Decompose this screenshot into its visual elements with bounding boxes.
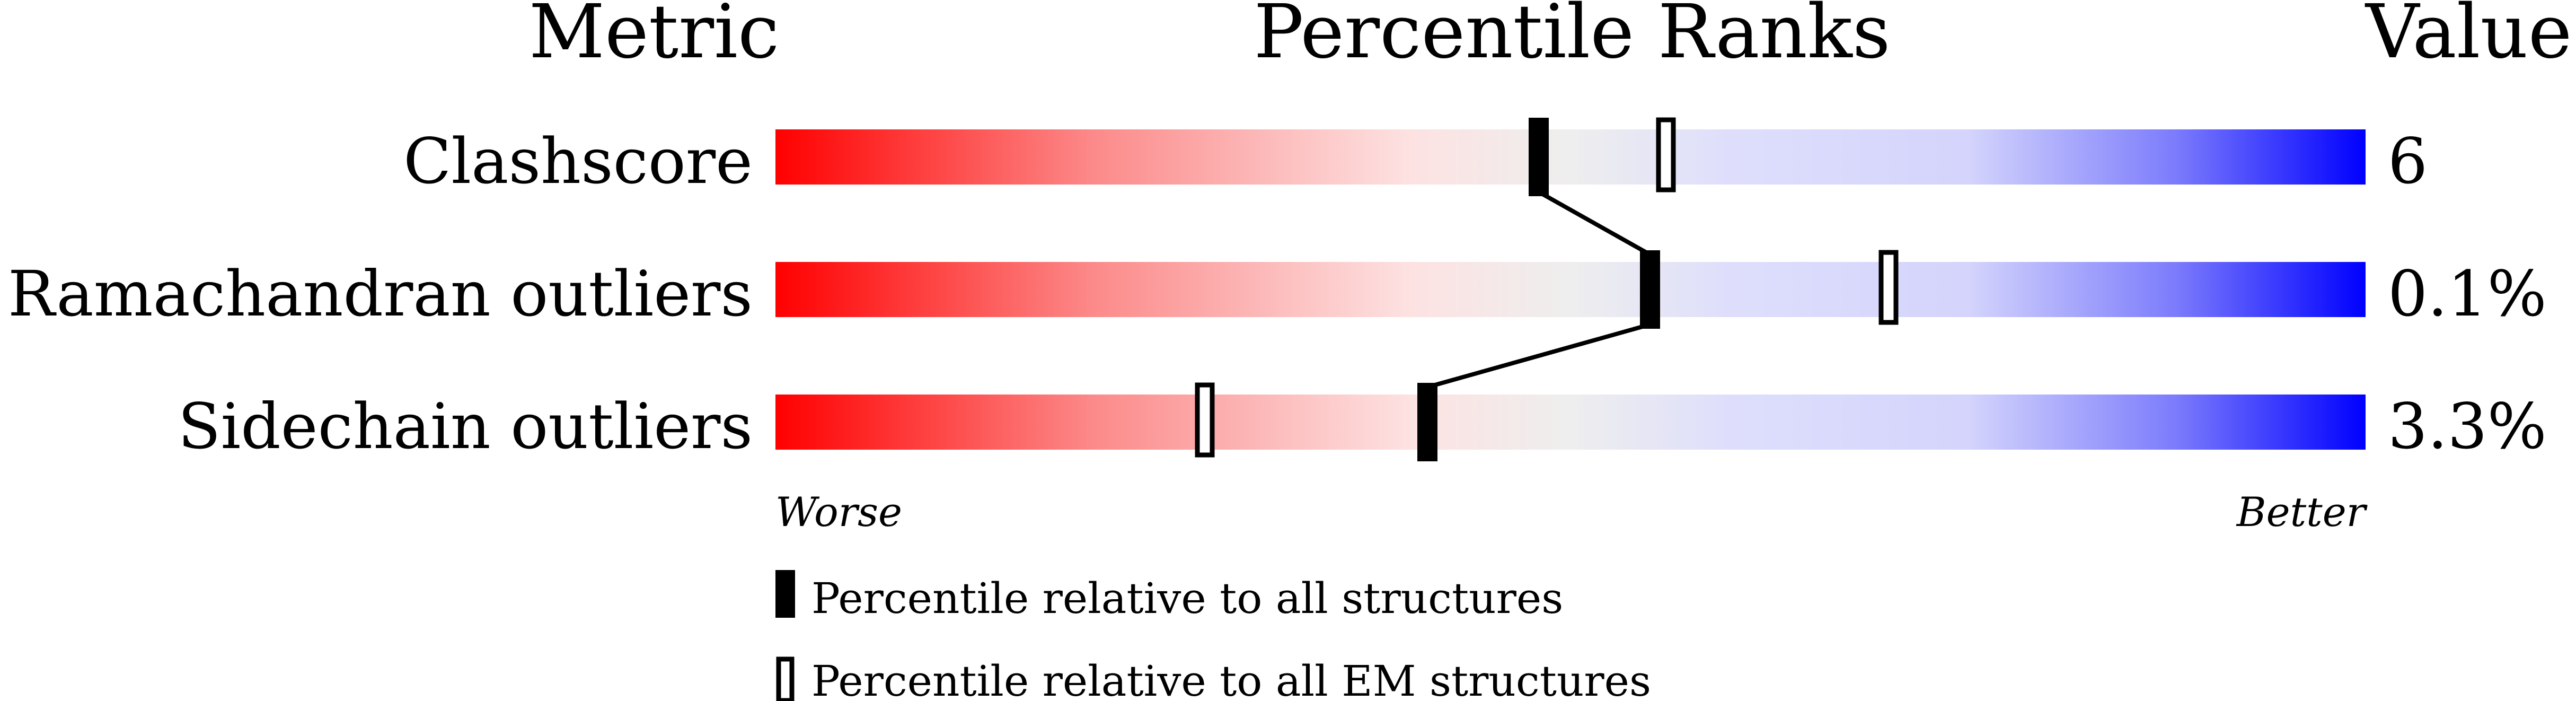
better-label: Better	[2236, 488, 2368, 536]
legend-all-label: Percentile relative to all structures	[811, 574, 1563, 623]
em-percentile-marker	[1656, 117, 1676, 192]
all-percentile-marker	[1417, 383, 1437, 461]
em-percentile-marker	[1195, 382, 1215, 458]
metric-value: 3.3%	[2388, 390, 2547, 463]
percentile-link-line	[1426, 322, 1651, 389]
all-percentile-marker	[1640, 250, 1660, 329]
header-value: Value	[2365, 0, 2572, 75]
all-percentile-marker	[1529, 118, 1549, 196]
metric-label: Clashscore	[403, 125, 753, 198]
legend-em-marker-icon	[776, 656, 795, 701]
percentile-bar	[775, 129, 2366, 185]
metric-value: 6	[2388, 125, 2428, 198]
percentile-bar	[775, 395, 2366, 450]
metric-label: Sidechain outliers	[178, 390, 753, 463]
header-metric: Metric	[529, 0, 780, 75]
worse-label: Worse	[775, 488, 902, 536]
metric-value: 0.1%	[2388, 257, 2547, 330]
legend-em-label: Percentile relative to all EM structures	[811, 656, 1651, 701]
em-percentile-marker	[1878, 250, 1899, 325]
percentile-link-line	[1538, 190, 1651, 257]
metric-label: Ramachandran outliers	[8, 257, 753, 330]
legend-all-marker-icon	[775, 570, 795, 618]
header-percentile-ranks: Percentile Ranks	[1254, 0, 1890, 75]
percentile-bar	[775, 262, 2366, 317]
